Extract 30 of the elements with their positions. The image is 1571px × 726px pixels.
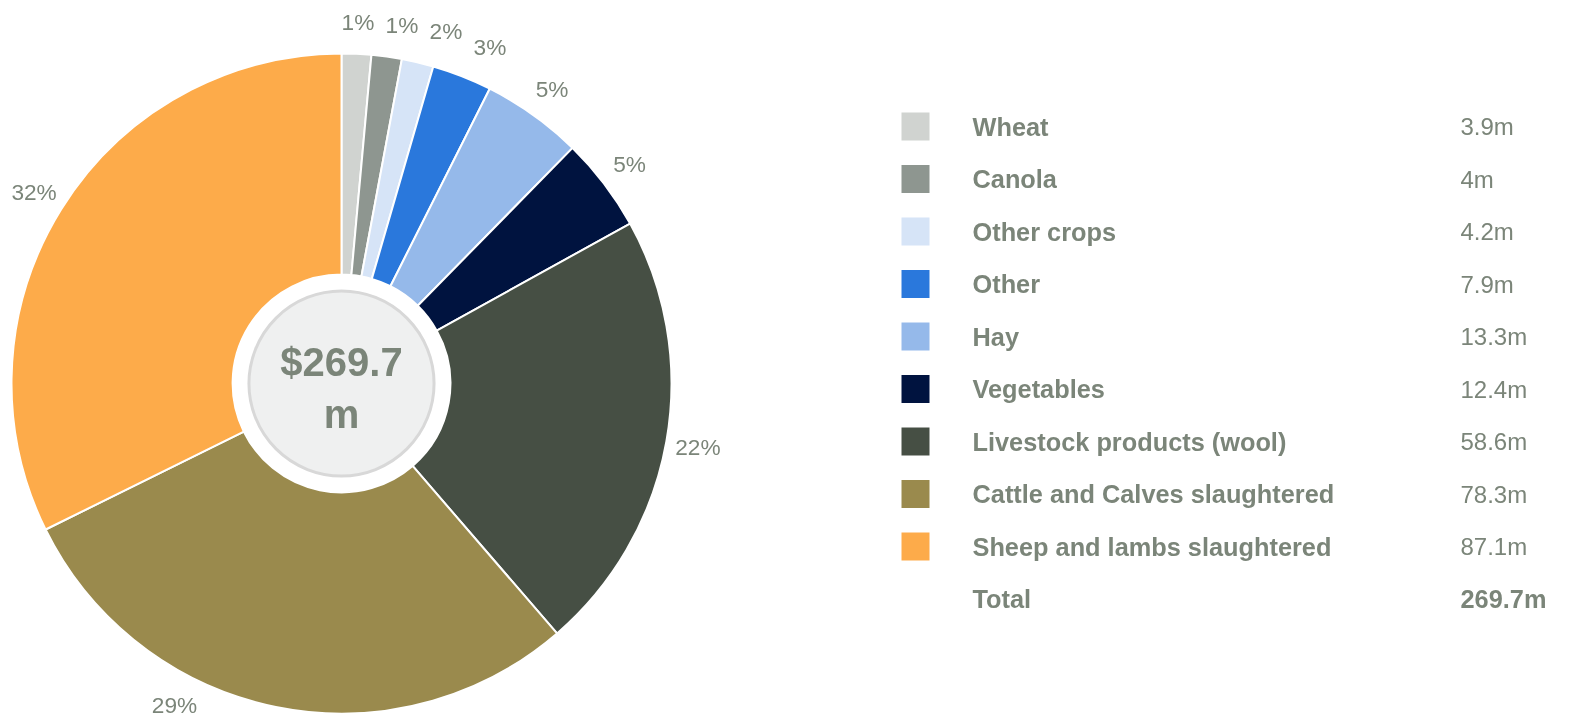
legend-label: Cattle and Calves slaughtered: [972, 480, 1335, 508]
legend-label: Vegetables: [972, 375, 1105, 403]
text: 32%: [11, 179, 57, 206]
data-label: 4m: [1460, 165, 1494, 193]
text: 5%: [535, 76, 569, 103]
data-label: 4.2m: [1460, 218, 1514, 245]
text: 5%: [613, 151, 646, 178]
legend-label: Wheat: [972, 112, 1050, 141]
text: 2%: [429, 18, 463, 45]
data-label: 7.9m: [1460, 270, 1514, 298]
data-label: 12.4m: [1460, 375, 1528, 403]
text: 1%: [341, 8, 375, 35]
text: 269.7m: [1460, 585, 1547, 613]
text: 3%: [473, 33, 507, 60]
text: $269.7 m: [280, 339, 403, 436]
legend-label: Livestock products (wool): [972, 427, 1287, 456]
legend-label: Canola: [972, 165, 1058, 193]
text: 22%: [675, 434, 721, 461]
legend-label: Other: [972, 270, 1041, 298]
data-label: 87.1m: [1460, 533, 1528, 560]
data-label: 58.6m: [1460, 428, 1528, 455]
data-label: 3.9m: [1460, 113, 1514, 140]
text: 1%: [385, 11, 419, 38]
text: Total: [972, 585, 1032, 613]
data-label: 78.3m: [1460, 480, 1528, 508]
legend-label: Sheep and lambs slaughtered: [972, 532, 1332, 561]
legend-label: Other crops: [972, 217, 1117, 246]
legend-label: Hay: [972, 322, 1019, 351]
data-label: 13.3m: [1460, 323, 1528, 350]
text: 29%: [151, 691, 198, 718]
